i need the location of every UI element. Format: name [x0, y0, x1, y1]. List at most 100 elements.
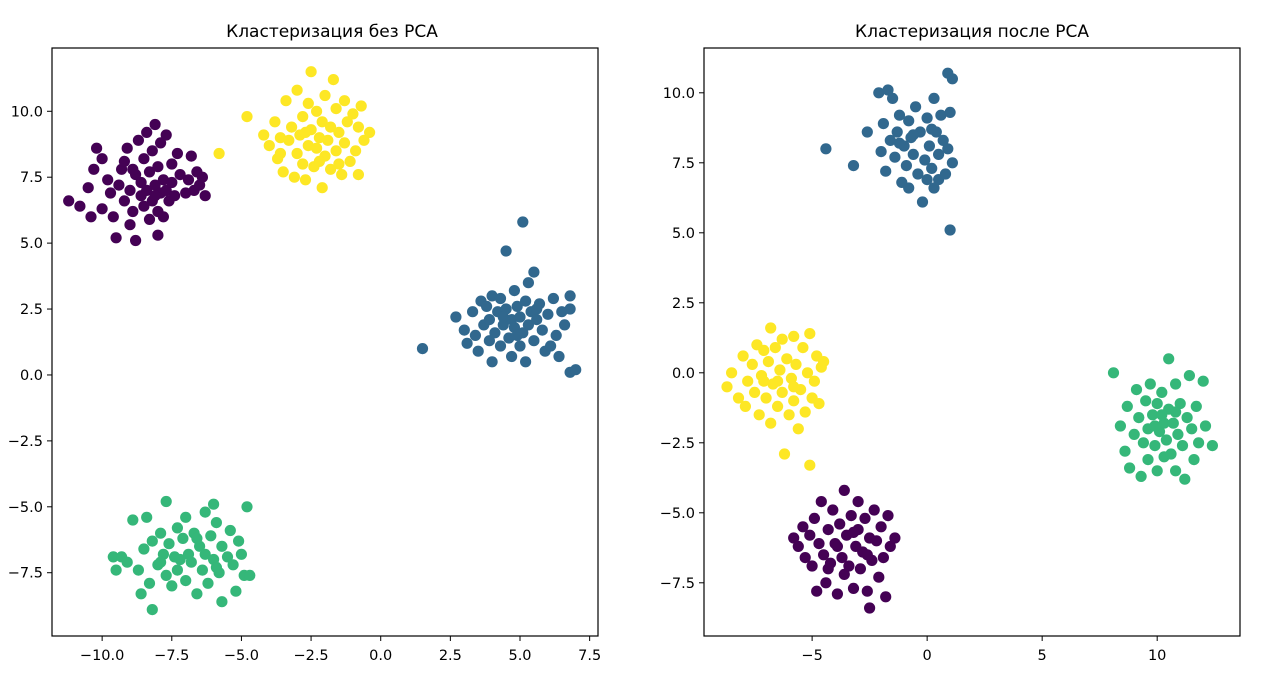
- right-point-s3-4: [739, 400, 752, 412]
- right-point-s2-17: [1151, 398, 1163, 410]
- left-point-s0-42: [160, 184, 172, 196]
- left-point-s0-14: [118, 195, 130, 207]
- right-point-s0-39: [877, 552, 890, 564]
- left-point-s0-26: [138, 153, 150, 165]
- left-point-s1-52: [570, 364, 582, 376]
- left-point-s0-51: [182, 174, 195, 186]
- right-x-tick-label-1: 0: [923, 648, 932, 664]
- left-point-s1-11: [483, 314, 495, 326]
- left-point-s1-24: [508, 285, 520, 297]
- left-point-s2-16: [160, 495, 172, 508]
- right-point-s2-3: [1121, 400, 1133, 412]
- right-point-s0-42: [884, 540, 896, 553]
- right-point-s3-0: [721, 381, 733, 393]
- left-y-axis: −7.5 −5.0 −2.5 0.0 2.5 5.0 7.5 10.0: [8, 104, 52, 582]
- right-point-s0-38: [875, 521, 887, 533]
- left-point-s3-6: [274, 132, 286, 144]
- left-point-s0-33: [149, 179, 161, 191]
- left-point-s0-30: [143, 166, 156, 178]
- left-point-s0-2: [82, 182, 94, 194]
- left-point-s3-27: [316, 116, 328, 128]
- left-point-s3-37: [336, 169, 348, 181]
- right-point-s2-6: [1130, 384, 1143, 396]
- left-point-s2-17: [163, 538, 175, 550]
- left-point-s0-25: [138, 200, 150, 212]
- right-point-s3-9: [753, 409, 765, 421]
- left-point-s2-31: [199, 506, 211, 518]
- left-point-s0-11: [110, 232, 122, 244]
- left-point-s2-28: [191, 588, 203, 600]
- right-point-s0-45: [847, 526, 860, 539]
- left-point-s1-13: [486, 290, 498, 302]
- right-point-s0-10: [818, 549, 830, 561]
- left-x-tick-label-4: 0.0: [369, 648, 392, 664]
- left-point-s0-12: [113, 179, 125, 191]
- left-point-s2-3: [121, 556, 133, 568]
- right-point-s1-2: [861, 126, 873, 138]
- left-x-tick-label-6: 5.0: [508, 648, 531, 664]
- right-point-s2-32: [1179, 473, 1191, 485]
- left-point-s1-28: [514, 311, 526, 323]
- left-point-s0-27: [141, 184, 153, 196]
- left-point-s0-41: [157, 211, 169, 223]
- right-chart-title: Кластеризация после PCA: [855, 22, 1089, 42]
- left-point-s1-53: [497, 311, 509, 323]
- right-point-s2-43: [1149, 420, 1161, 432]
- left-point-s3-45: [352, 121, 364, 133]
- right-point-s0-0: [788, 532, 800, 544]
- left-point-s0-46: [166, 176, 178, 189]
- right-y-tick-label-0: −7.5: [660, 576, 695, 592]
- left-point-s0-3: [85, 211, 97, 223]
- left-x-tick-label-5: 2.5: [439, 648, 462, 664]
- right-y-tick-label-2: −2.5: [660, 436, 695, 452]
- left-point-s3-11: [288, 171, 300, 183]
- left-point-s3-52: [333, 158, 345, 170]
- left-point-s1-32: [520, 356, 532, 368]
- left-point-s1-6: [472, 345, 484, 357]
- right-point-s0-36: [870, 535, 883, 547]
- left-x-tick-label-1: −7.5: [154, 648, 189, 664]
- left-point-s2-45: [233, 535, 245, 547]
- left-point-s0-19: [127, 205, 139, 218]
- left-point-s3-15: [297, 158, 309, 170]
- right-point-s2-15: [1149, 440, 1161, 452]
- left-y-tick-label-4: 2.5: [20, 302, 43, 318]
- right-point-s0-4: [804, 529, 816, 541]
- left-point-s2-52: [210, 561, 222, 574]
- right-point-s1-1: [847, 160, 860, 172]
- left-point-s0-8: [102, 174, 114, 186]
- left-point-s0-45: [166, 158, 178, 170]
- left-point-s0-24: [135, 176, 147, 189]
- right-point-s3-41: [804, 459, 816, 471]
- right-scatter-panel: Кластеризация после PCA −5 0 5 10 −7.5−5.0−…: [660, 22, 1241, 664]
- right-point-s3-43: [788, 381, 800, 393]
- left-point-s0-6: [96, 203, 108, 215]
- left-point-s0-10: [107, 211, 119, 223]
- right-point-s2-36: [1188, 454, 1200, 466]
- left-point-s3-2: [258, 129, 270, 141]
- right-point-s3-20: [776, 333, 788, 345]
- right-point-s3-31: [797, 342, 809, 354]
- right-point-s2-0: [1107, 367, 1120, 379]
- right-point-s0-5: [806, 560, 818, 572]
- left-point-s1-38: [531, 314, 543, 326]
- left-point-s3-8: [280, 95, 292, 107]
- left-point-s0-22: [132, 134, 144, 146]
- left-point-s2-4: [127, 514, 139, 526]
- left-point-s1-48: [559, 319, 571, 331]
- left-point-s0-1: [74, 200, 86, 212]
- left-point-s0-49: [174, 169, 186, 181]
- right-point-s3-38: [813, 398, 825, 410]
- right-point-s0-40: [880, 591, 892, 603]
- right-point-s1-6: [880, 165, 892, 177]
- left-point-s0-52: [185, 150, 197, 162]
- left-point-s3-51: [274, 147, 286, 160]
- left-point-s0-43: [160, 129, 172, 141]
- right-point-s3-2: [732, 392, 745, 404]
- left-point-s1-18: [497, 319, 509, 331]
- right-point-s3-11: [758, 344, 770, 356]
- left-point-s3-40: [341, 116, 353, 128]
- right-point-s3-12: [760, 392, 772, 404]
- right-point-s3-44: [758, 375, 770, 387]
- left-point-s3-10: [286, 121, 298, 133]
